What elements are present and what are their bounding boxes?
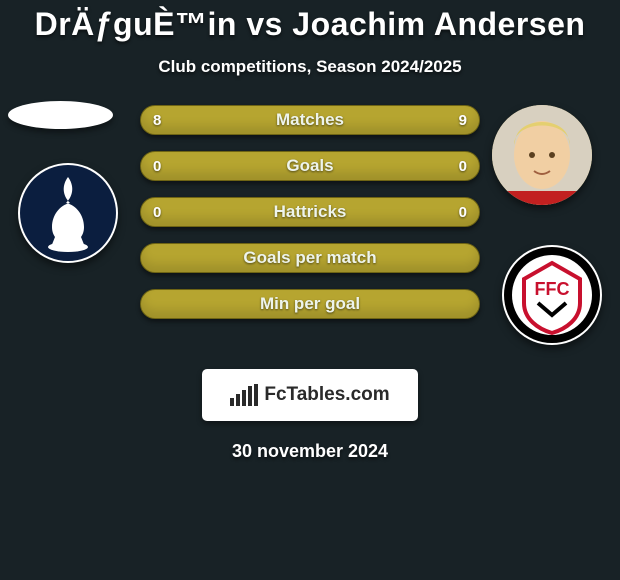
stat-label: Goals [141, 152, 479, 180]
page-title: DrÄƒguÈ™in vs Joachim Andersen [0, 0, 620, 43]
comparison-stage: FFC 8 Matches 9 0 Goals 0 0 Hattricks 0 … [0, 105, 620, 365]
stat-value-right: 0 [459, 152, 467, 180]
stat-pill-list: 8 Matches 9 0 Goals 0 0 Hattricks 0 Goal… [140, 105, 480, 335]
tottenham-crest-icon [18, 163, 118, 263]
stat-label: Goals per match [141, 244, 479, 272]
svg-text:FFC: FFC [535, 279, 570, 299]
stat-row: 0 Hattricks 0 [140, 197, 480, 227]
stat-value-left: 8 [153, 106, 161, 134]
stat-label: Hattricks [141, 198, 479, 226]
brand-text: FcTables.com [264, 384, 389, 406]
stat-row: 0 Goals 0 [140, 151, 480, 181]
stat-value-right: 0 [459, 198, 467, 226]
stat-value-left: 0 [153, 198, 161, 226]
stat-value-left: 0 [153, 152, 161, 180]
fulham-crest-icon: FFC [502, 245, 602, 345]
brand-card: FcTables.com [202, 369, 418, 421]
player-left-crest [18, 163, 118, 263]
page-subtitle: Club competitions, Season 2024/2025 [0, 57, 620, 77]
stat-row: Min per goal [140, 289, 480, 319]
player-left-avatar [8, 101, 113, 129]
stat-value-right: 9 [459, 106, 467, 134]
stat-row: Goals per match [140, 243, 480, 273]
stat-label: Min per goal [141, 290, 479, 318]
player-right-crest: FFC [502, 245, 602, 345]
infographic-date: 30 november 2024 [0, 441, 620, 462]
stat-row: 8 Matches 9 [140, 105, 480, 135]
player-right-face-icon [492, 105, 592, 205]
brand-bars-icon [230, 384, 258, 406]
stat-label: Matches [141, 106, 479, 134]
player-right-avatar [492, 105, 592, 205]
